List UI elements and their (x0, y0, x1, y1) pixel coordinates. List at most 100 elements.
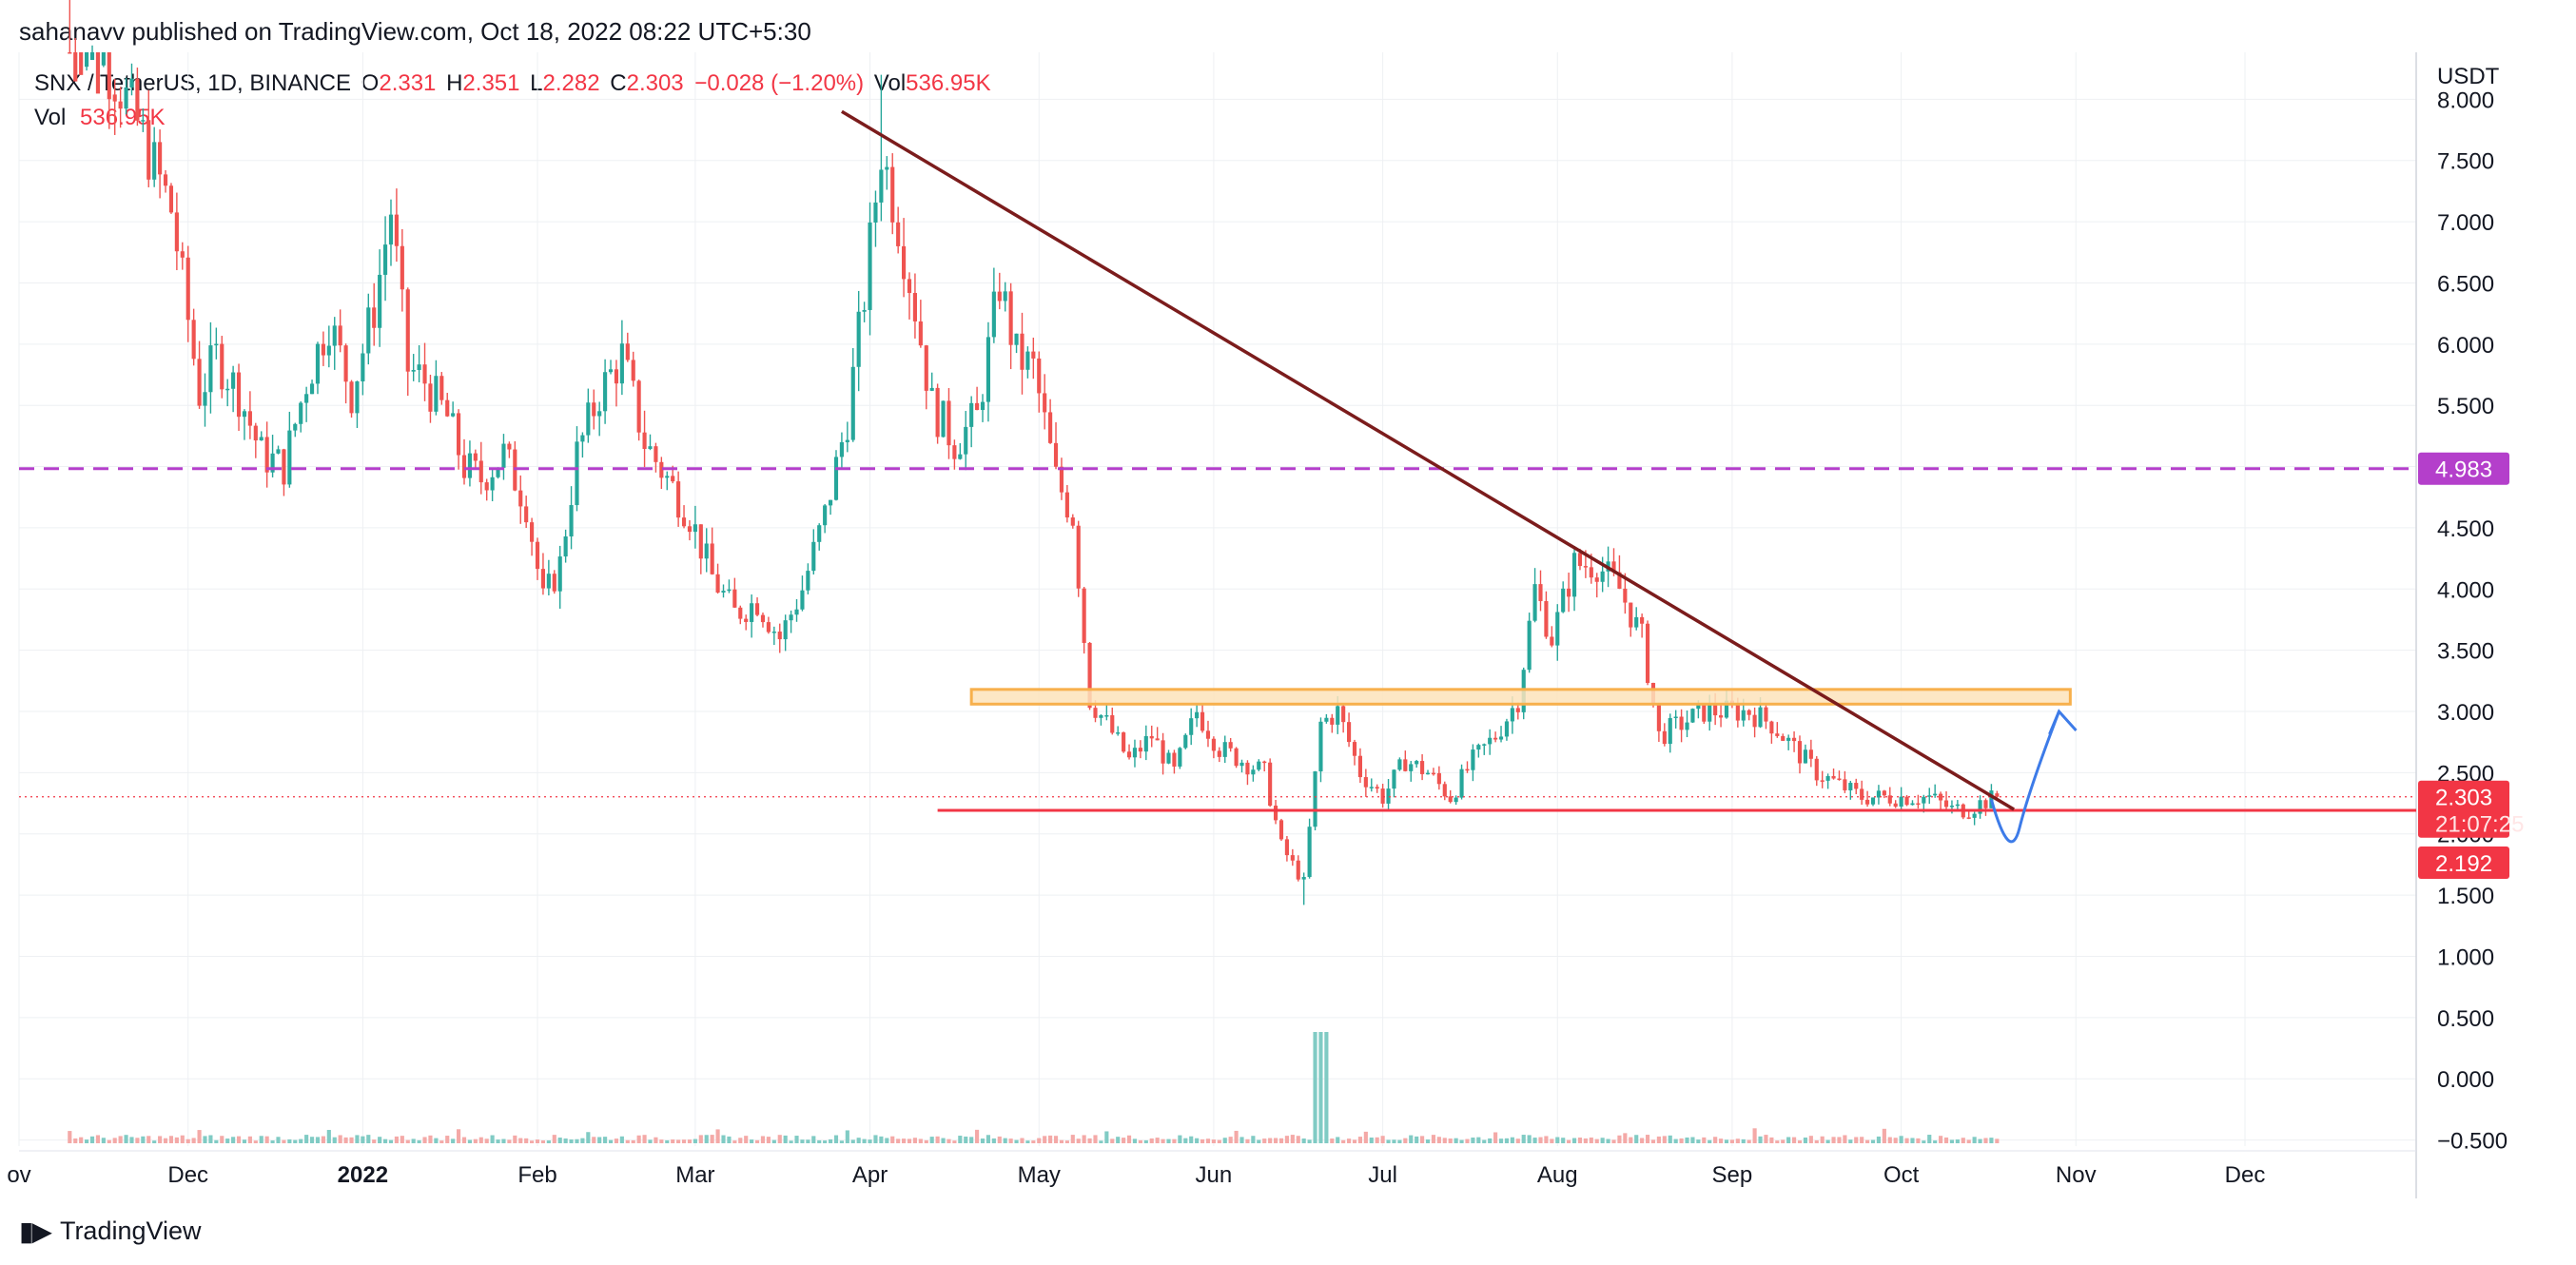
volume-bar (614, 1138, 619, 1143)
candle-body (1262, 761, 1267, 764)
candle-body (975, 402, 980, 410)
candle-body (1397, 759, 1402, 770)
volume-bar (1611, 1139, 1616, 1143)
candle-body (580, 435, 585, 442)
volume-bar (654, 1137, 658, 1143)
volume-bar (557, 1138, 562, 1143)
volume-bar (975, 1129, 980, 1143)
volume-bar (95, 1135, 101, 1143)
volume-bar (1155, 1138, 1160, 1143)
volume-bar (1465, 1138, 1470, 1143)
volume-bar (1567, 1139, 1571, 1143)
volume-bar (698, 1135, 703, 1143)
candle-body (355, 380, 360, 414)
volume-bar (603, 1137, 608, 1143)
volume-bar (1735, 1138, 1740, 1143)
candle-body (247, 411, 252, 426)
volume-bar (394, 1136, 399, 1143)
candle-body (806, 571, 810, 591)
volume-bar (1544, 1136, 1549, 1143)
countdown-label: 21:07:25 (2435, 812, 2524, 838)
volume-bar (259, 1136, 263, 1143)
volume-bar (1860, 1137, 1864, 1143)
volume-bar (214, 1139, 219, 1143)
volume-bar (1386, 1139, 1391, 1143)
candle-body (552, 574, 556, 592)
candle-body (890, 166, 895, 223)
candle-body (862, 309, 867, 312)
volume-bar (958, 1136, 963, 1143)
volume-bar (1138, 1139, 1142, 1143)
candle-body (918, 321, 923, 346)
volume-bar (592, 1137, 596, 1143)
volume-bar (236, 1136, 242, 1143)
candle-body (625, 343, 630, 360)
volume-bar (112, 1138, 117, 1143)
candle-body (1116, 732, 1121, 734)
candle-body (1482, 744, 1487, 746)
volume-bar (1662, 1136, 1667, 1143)
candle-body (1860, 788, 1864, 800)
candle-body (986, 337, 991, 402)
volume-bar (1093, 1135, 1098, 1143)
candle-body (524, 506, 529, 523)
volume-bar (332, 1137, 337, 1143)
candle-body (783, 620, 788, 640)
volume-bar (1031, 1140, 1036, 1143)
volume-bar (850, 1139, 855, 1143)
volume-bar (687, 1139, 693, 1143)
candle-body (1155, 738, 1160, 741)
volume-bar (242, 1139, 247, 1143)
y-tick-label: 6.500 (2437, 271, 2494, 297)
volume-bar (823, 1140, 828, 1143)
projection-arrow (1989, 710, 2060, 844)
candle-body (1916, 803, 1921, 806)
candle-body (907, 279, 912, 294)
volume-bar (1442, 1138, 1447, 1143)
candle-body (732, 589, 737, 608)
x-tick-label: 2022 (338, 1162, 388, 1188)
candle-body (698, 524, 703, 559)
candle-body (1702, 703, 1707, 722)
volume-bar (1048, 1135, 1053, 1143)
candle-body (1476, 745, 1481, 750)
footer-brand[interactable]: ▮▶ TradingView (19, 1216, 202, 1247)
candle-body (388, 214, 394, 245)
candle-body (1205, 730, 1211, 739)
volume-bar (501, 1138, 506, 1143)
candle-body (1893, 803, 1898, 808)
candle-body (1797, 741, 1803, 764)
volume-bar (636, 1135, 641, 1143)
projection-arrow-head (2048, 709, 2078, 735)
volume-bar (1532, 1138, 1537, 1143)
candle-body (1003, 291, 1007, 302)
volume-bar (665, 1139, 670, 1143)
candle-body (1825, 775, 1830, 781)
volume-bar (158, 1136, 163, 1143)
volume-bar (1420, 1136, 1425, 1143)
x-tick-label: Feb (517, 1162, 556, 1188)
symbol-name[interactable]: SNX / TetherUS, 1D, BINANCE (34, 70, 351, 96)
volume-bar (1983, 1138, 1988, 1143)
candle-body (1831, 775, 1836, 779)
volume-bar (1228, 1137, 1233, 1143)
x-tick-label: Aug (1537, 1162, 1578, 1188)
volume-bar (79, 1137, 84, 1143)
volume-bar (473, 1138, 478, 1143)
volume-bar (1673, 1138, 1678, 1143)
candle-body (1955, 804, 1960, 807)
candle-body (1544, 600, 1549, 637)
volume-bar (1797, 1140, 1803, 1143)
volume-bar (1781, 1139, 1786, 1143)
candle-body (1515, 708, 1520, 712)
volume-label[interactable]: Vol (34, 105, 67, 130)
candle-body (1143, 735, 1148, 752)
volume-bar (461, 1137, 467, 1143)
volume-bar (382, 1138, 388, 1143)
volume-bar (1431, 1135, 1436, 1143)
candle-body (1278, 820, 1284, 840)
candle-body (1989, 790, 1994, 808)
volume-bar (73, 1138, 78, 1143)
volume-bar (1330, 1138, 1335, 1143)
